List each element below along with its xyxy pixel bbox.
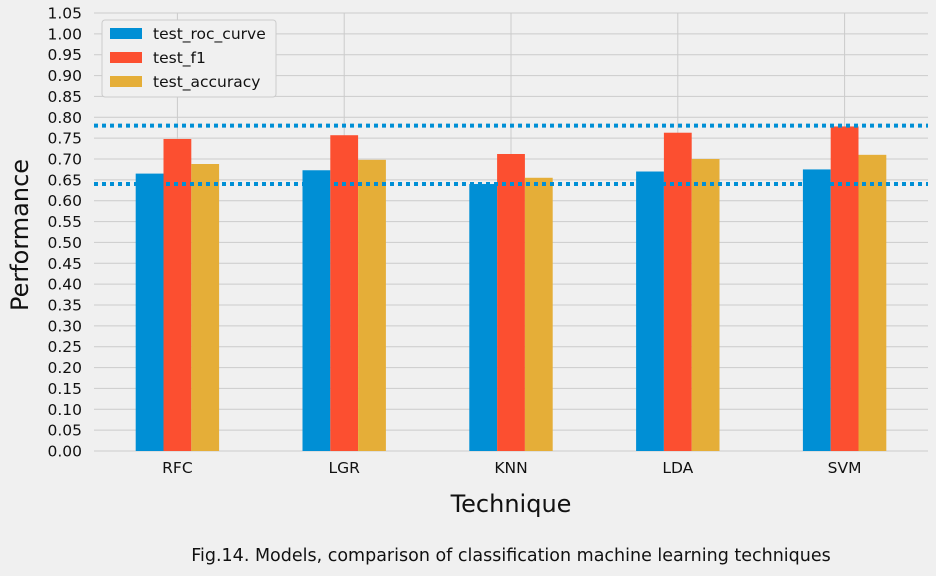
y-tick-label: 0.10: [47, 401, 82, 419]
y-tick-label: 0.90: [47, 67, 82, 85]
x-tick-label: LDA: [662, 459, 693, 477]
y-tick-label: 1.00: [47, 25, 82, 43]
bar-test_f1-KNN: [497, 153, 525, 451]
legend-swatch-test_accuracy: [110, 76, 142, 87]
x-tick-label: LGR: [328, 459, 360, 477]
y-tick-label: 0.30: [47, 317, 82, 335]
y-tick-label: 0.45: [47, 255, 82, 273]
y-tick-label: 0.85: [47, 88, 82, 106]
y-tick-label: 0.05: [47, 422, 82, 440]
bar-test_accuracy-SVM: [858, 154, 887, 452]
legend: test_roc_curve test_f1 test_accuracy: [101, 19, 277, 98]
y-axis-ticks: 0.00 0.05 0.10 0.15 0.20 0.25 0.30 0.35 0.40 0.45…: [47, 5, 82, 461]
y-tick-label: 0.75: [47, 130, 82, 148]
x-tick-label: RFC: [162, 459, 193, 477]
bar-test_accuracy-LDA: [691, 159, 720, 451]
legend-swatch-test_f1: [110, 52, 142, 63]
y-tick-label: 0.70: [47, 151, 82, 169]
y-tick-label: 0.35: [47, 297, 82, 315]
y-tick-label: 0.00: [47, 443, 82, 461]
reference-lines: [94, 123, 928, 187]
legend-box: [101, 19, 277, 98]
bars: [135, 126, 887, 452]
y-tick-label: 0.15: [47, 380, 82, 398]
legend-label-test_f1: test_f1: [153, 49, 206, 68]
bar-test_accuracy-RFC: [191, 164, 220, 451]
bar-test_roc_curve-LGR: [302, 170, 331, 451]
y-tick-label: 0.65: [47, 171, 82, 189]
bar-test_roc_curve-RFC: [135, 173, 164, 451]
legend-swatch-test_roc_curve: [110, 28, 142, 39]
bar-test_f1-LDA: [663, 132, 692, 451]
bar-test_accuracy-KNN: [524, 177, 553, 451]
legend-label-test_accuracy: test_accuracy: [153, 73, 260, 92]
bar-test_accuracy-LGR: [358, 159, 386, 451]
y-tick-label: 0.50: [47, 234, 82, 252]
y-tick-label: 0.80: [47, 109, 82, 127]
y-tick-label: 0.60: [47, 192, 82, 210]
y-tick-label: 0.55: [47, 213, 82, 231]
y-tick-label: 0.95: [47, 46, 82, 64]
y-axis-title: Performance: [6, 159, 34, 311]
y-tick-label: 0.25: [47, 338, 82, 356]
bar-test_roc_curve-SVM: [802, 169, 831, 451]
legend-label-test_roc_curve: test_roc_curve: [153, 25, 266, 44]
bar-test_f1-LGR: [330, 135, 359, 452]
x-tick-label: KNN: [494, 459, 527, 477]
x-tick-label: SVM: [828, 459, 862, 477]
bar-test_roc_curve-LDA: [636, 171, 664, 451]
bar-test_f1-SVM: [830, 126, 859, 451]
x-axis-ticks: RFC LGR KNN LDA SVM: [162, 459, 861, 477]
bar-test_roc_curve-KNN: [469, 184, 498, 451]
y-tick-label: 1.05: [47, 5, 82, 23]
y-tick-label: 0.40: [47, 276, 82, 294]
bar-test_f1-RFC: [163, 138, 192, 451]
y-tick-label: 0.20: [47, 359, 82, 377]
x-axis-title: Technique: [450, 490, 572, 518]
figure-caption: Fig.14. Models, comparison of classifica…: [191, 546, 831, 566]
